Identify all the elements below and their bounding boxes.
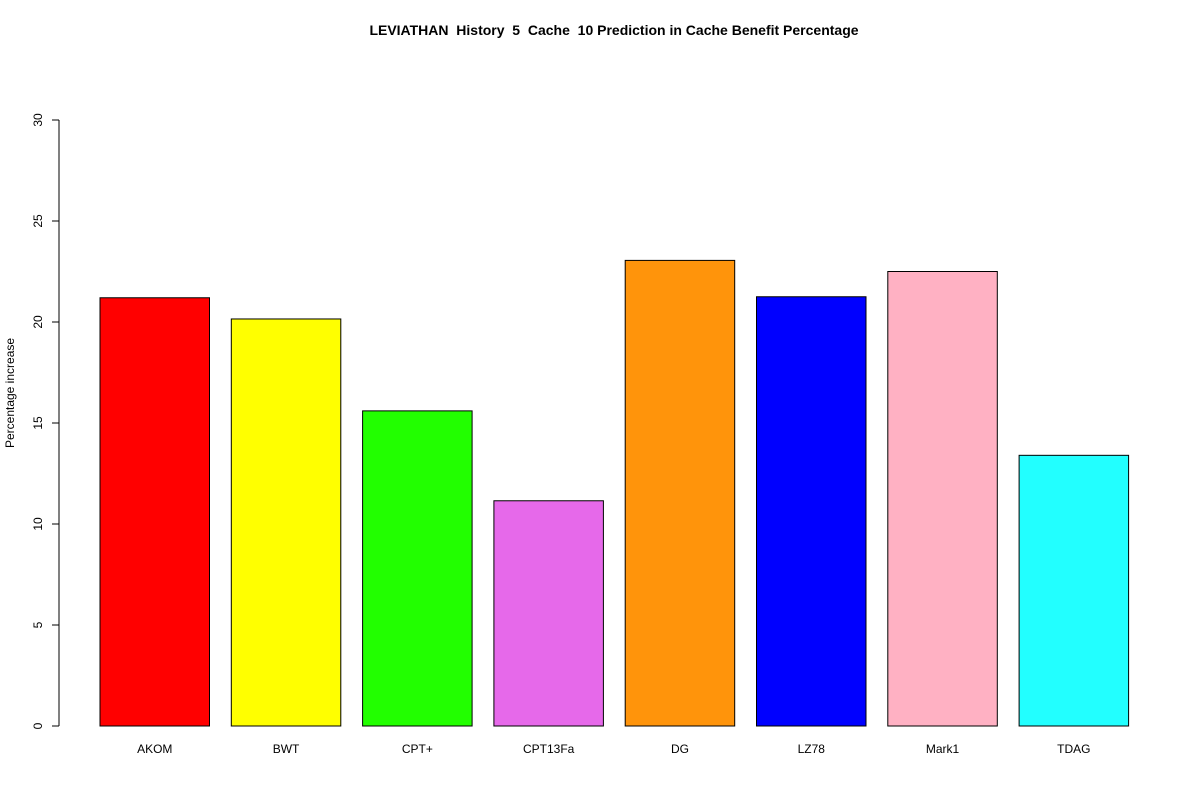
bar-akom [99, 297, 210, 727]
bar-lz78 [756, 296, 867, 727]
y-axis: 0 5 10 15 20 25 30 [31, 113, 60, 729]
x-tick-label: CPT+ [402, 742, 433, 756]
y-tick-label: 20 [31, 315, 45, 329]
bar-dg [624, 259, 736, 727]
x-tick-label: TDAG [1057, 742, 1090, 756]
bar-tdag [1018, 454, 1130, 727]
x-tick-label: AKOM [137, 742, 172, 756]
x-tick-label: BWT [273, 742, 300, 756]
y-tick-label: 10 [31, 517, 45, 531]
y-tick-label: 15 [31, 416, 45, 430]
y-tick-label: 5 [31, 621, 45, 628]
bar-bwt [230, 318, 342, 727]
bar-mark1 [887, 271, 998, 727]
y-tick-label: 25 [31, 214, 45, 228]
y-axis-label: Percentage increase [3, 338, 17, 448]
x-tick-label: LZ78 [798, 742, 826, 756]
chart-title: LEVIATHAN History 5 Cache 10 Prediction … [369, 22, 858, 38]
bar-cpt13fa [493, 500, 604, 727]
x-tick-label: Mark1 [926, 742, 960, 756]
bar-cpt [362, 410, 473, 727]
y-tick-label: 30 [31, 113, 45, 127]
y-tick-label: 0 [31, 722, 45, 729]
bars [99, 259, 1130, 727]
x-tick-labels: AKOM BWT CPT+ CPT13Fa DG LZ78 Mark1 TDAG [137, 742, 1090, 756]
x-tick-label: DG [671, 742, 689, 756]
x-tick-label: CPT13Fa [523, 742, 575, 756]
